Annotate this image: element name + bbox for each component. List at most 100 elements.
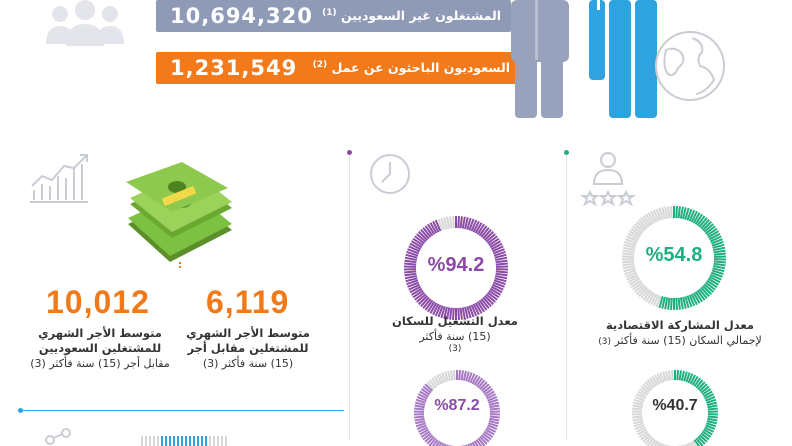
ring-tick xyxy=(471,374,479,385)
ring-tick xyxy=(713,249,726,254)
ring-tick xyxy=(707,417,718,422)
ring-tick xyxy=(422,432,432,441)
ring-tick xyxy=(457,307,460,320)
ring-tick xyxy=(412,237,424,247)
bottom-ring-partial xyxy=(141,436,227,446)
employment-caption: معدل التشغيل للسكان (15) سنة فأكثر (3) xyxy=(370,314,540,354)
ring-tick xyxy=(416,233,427,243)
ring-tick xyxy=(418,231,429,241)
ring-tick xyxy=(633,398,644,404)
ring-tick xyxy=(433,376,441,386)
ring-tick xyxy=(628,277,641,286)
ring-tick xyxy=(424,383,434,392)
ring-tick xyxy=(495,262,508,266)
saudi-wage-caption: متوسط الأجر الشهري للمشتغلين السعوديين م… xyxy=(20,326,180,371)
ring-tick xyxy=(640,432,650,441)
ring-tick xyxy=(404,262,417,266)
ring-tick xyxy=(495,270,508,274)
participation-ring xyxy=(621,206,727,310)
ring-tick xyxy=(630,279,642,289)
ring-tick xyxy=(682,296,687,309)
ring-tick xyxy=(698,217,708,228)
ring-tick xyxy=(705,395,716,402)
ring-tick xyxy=(493,250,506,257)
ring-tick xyxy=(485,390,495,398)
ring-tick xyxy=(632,404,643,409)
ring-tick xyxy=(707,415,718,419)
ring-tick xyxy=(414,291,425,301)
divider-mid-dot xyxy=(347,150,352,155)
saudi-job-seekers-value: 1,231,549 xyxy=(170,56,298,80)
ring-tick xyxy=(426,436,435,445)
ring-tick xyxy=(409,285,422,294)
ring-tick xyxy=(706,422,717,428)
ring-tick xyxy=(636,285,647,295)
ring-tick xyxy=(424,434,434,443)
saudi-wage-line3-row: مقابل أجر (15) سنة فأكثر (3) xyxy=(20,356,180,371)
ring-tick xyxy=(701,388,712,396)
ring-tick xyxy=(695,437,704,446)
divider-mid xyxy=(349,150,350,440)
ring-tick xyxy=(437,305,444,318)
ring-tick xyxy=(694,213,703,225)
ring-tick xyxy=(678,370,682,381)
ring-tick xyxy=(447,370,452,381)
ring-tick xyxy=(703,390,713,398)
ring-tick xyxy=(626,273,639,281)
ring-tick xyxy=(632,417,643,422)
non-saudi-employed-label: المشتغلون غير السعوديين (1) xyxy=(322,8,501,23)
ring-tick xyxy=(440,306,446,319)
ring-tick xyxy=(459,216,463,229)
ring-tick xyxy=(625,238,638,245)
ring-tick xyxy=(646,437,655,446)
ring-tick xyxy=(449,307,453,320)
ring-tick xyxy=(460,370,464,381)
clock-icon xyxy=(370,154,410,194)
ring-tick xyxy=(650,293,658,306)
ring-tick xyxy=(407,281,420,288)
ring-tick xyxy=(432,220,440,233)
ring-tick xyxy=(488,237,500,247)
ring-tick xyxy=(462,370,467,381)
ring-tick xyxy=(694,291,703,303)
ring-tick xyxy=(622,264,635,270)
divider-right-dot xyxy=(564,150,569,155)
ring-tick xyxy=(424,225,434,237)
ring-tick xyxy=(415,398,426,404)
ring-tick xyxy=(709,235,722,243)
ring-tick xyxy=(431,439,439,446)
ring-tick xyxy=(638,388,649,396)
participation-rate-value: %54.8 xyxy=(645,244,703,266)
ring-tick xyxy=(437,218,444,231)
ring-tick xyxy=(422,227,432,238)
ring-tick xyxy=(482,296,492,307)
employment-line1: معدل التشغيل للسكان xyxy=(392,314,518,328)
ring-tick xyxy=(489,404,500,409)
ring-tick xyxy=(695,379,704,389)
ring-tick xyxy=(710,271,723,278)
ring-tick xyxy=(713,262,726,267)
ring-tick xyxy=(700,286,710,297)
ring-tick xyxy=(404,274,417,280)
ring-tick xyxy=(464,217,469,230)
ring-tick xyxy=(446,216,451,229)
ring-tick xyxy=(707,404,718,409)
ring-tick xyxy=(691,440,697,446)
ring-tick xyxy=(487,235,498,245)
ring-tick xyxy=(680,370,685,381)
ring-tick xyxy=(624,269,637,276)
saudi-job-seekers-text: السعوديون الباحثون عن عمل xyxy=(331,60,510,76)
all-wage-note: (3) xyxy=(202,357,219,370)
ring-tick xyxy=(414,404,425,409)
ring-tick xyxy=(449,216,453,229)
ring-tick xyxy=(489,240,502,249)
ring-tick xyxy=(486,426,497,433)
employment-rate-value: %94.2 xyxy=(427,254,485,276)
ring-tick xyxy=(428,437,437,446)
ring-tick xyxy=(438,441,443,446)
ring-tick xyxy=(689,374,697,385)
employment-second-value: %87.2 xyxy=(434,397,480,414)
ring-tick xyxy=(405,277,418,283)
ring-tick xyxy=(487,395,498,402)
all-wage-line2: للمشتغلين مقابل أجر xyxy=(187,341,309,355)
